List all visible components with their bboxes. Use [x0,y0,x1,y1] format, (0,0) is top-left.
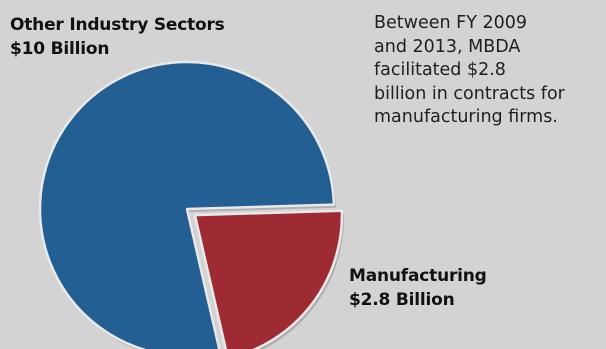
slice-label-other-industry-sectors: Other Industry Sectors $10 Billion [10,13,225,61]
chart-annotation: Between FY 2009 and 2013, MBDA facilitat… [374,12,606,130]
slice-value-other-industry-sectors: $10 Billion [10,39,110,59]
slice-value-manufacturing: $2.8 Billion [349,290,455,310]
slice-category-other-industry-sectors: Other Industry Sectors [10,15,225,35]
pie-slice-manufacturing [193,209,344,349]
annotation-line: billion in contracts for [374,83,565,104]
pie-slice-other-industry-sectors [38,60,336,349]
annotation-line: Between FY 2009 [374,13,527,33]
pie-slices [38,60,344,349]
annotation-line: manufacturing firms. [374,107,558,127]
annotation-line: facilitated $2.8 [374,60,506,80]
slice-label-manufacturing: Manufacturing $2.8 Billion [349,264,487,312]
slice-category-manufacturing: Manufacturing [349,266,487,286]
annotation-line: and 2013, MBDA [374,36,521,57]
